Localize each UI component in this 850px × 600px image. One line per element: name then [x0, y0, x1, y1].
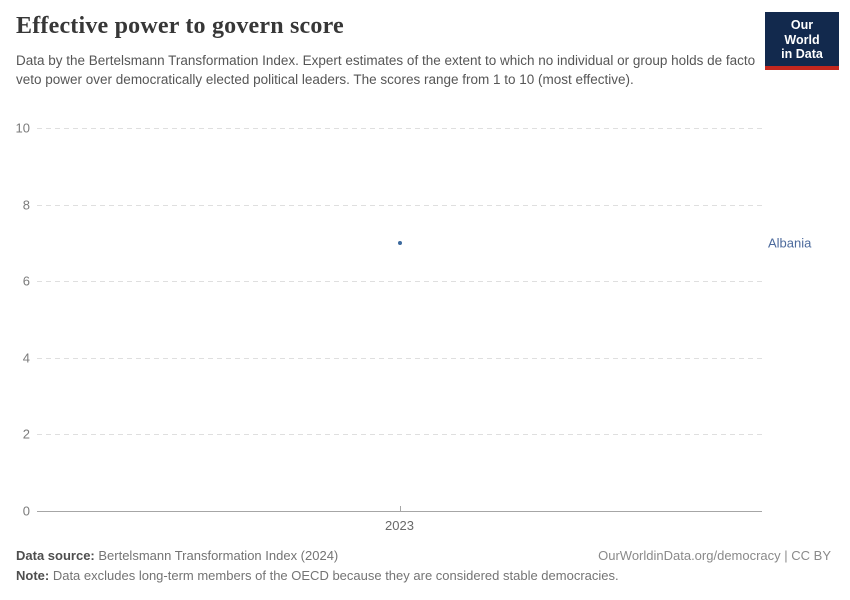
- data-point-albania[interactable]: [397, 240, 402, 245]
- gridline-y4: [37, 357, 762, 359]
- y-axis-tick-label-6: 6: [22, 273, 30, 289]
- y-axis-tick-label-2: 2: [22, 426, 30, 442]
- y-axis-tick-label-10: 10: [15, 120, 30, 136]
- owid-logo[interactable]: Our World in Data: [765, 12, 839, 70]
- data-source-value: Bertelsmann Transformation Index (2024): [94, 548, 339, 563]
- data-source-label: Data source:: [16, 548, 95, 563]
- x-axis-tick: [399, 506, 401, 511]
- note-value: Data excludes long-term members of the O…: [49, 568, 619, 583]
- owid-logo-line2: in Data: [781, 47, 823, 61]
- gridline-y6: [37, 281, 762, 283]
- data-source-line: Data source: Bertelsmann Transformation …: [16, 548, 338, 563]
- y-axis-tick-label-0: 0: [22, 503, 30, 519]
- y-axis-tick-label-4: 4: [22, 350, 30, 366]
- y-axis-tick-label-8: 8: [22, 197, 30, 213]
- gridline-y10: [37, 128, 762, 129]
- entity-label-albania[interactable]: Albania: [768, 235, 812, 251]
- chart-subtitle: Data by the Bertelsmann Transformation I…: [16, 53, 756, 87]
- note-line: Note: Data excludes long-term members of…: [16, 568, 619, 583]
- rights-link[interactable]: OurWorldinData.org/democracy | CC BY: [598, 548, 831, 563]
- gridline-y8: [37, 204, 762, 206]
- chart-title: Effective power to govern score: [16, 13, 344, 39]
- gridline-y2: [37, 434, 762, 436]
- x-axis-line: [37, 511, 762, 512]
- x-axis-tick-label: 2023: [385, 518, 414, 533]
- owid-logo-line1: Our World: [784, 18, 820, 47]
- note-label: Note:: [16, 568, 50, 583]
